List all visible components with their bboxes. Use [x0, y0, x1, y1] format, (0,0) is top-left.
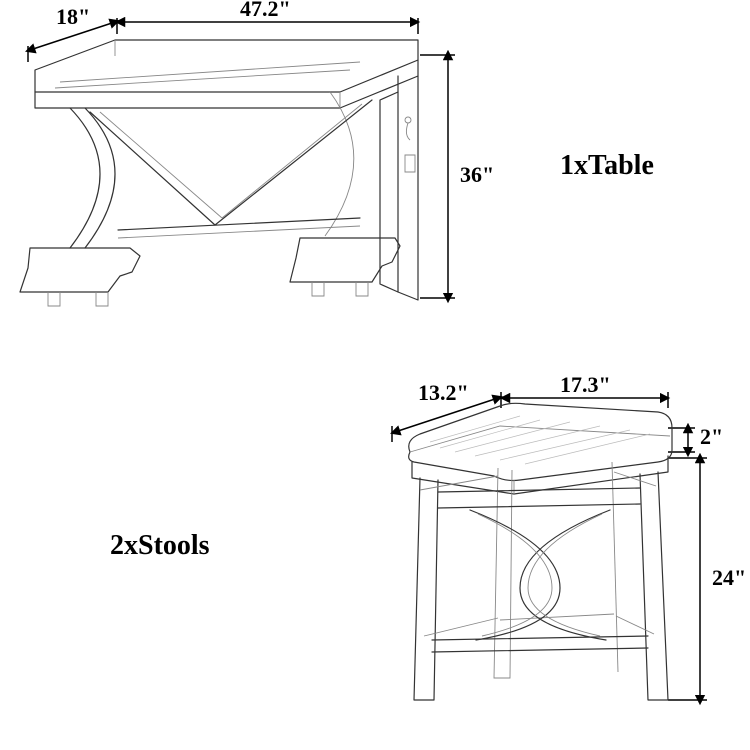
table-sketch — [20, 40, 418, 306]
table-depth-label: 18" — [56, 4, 90, 30]
table-title: 1xTable — [560, 150, 654, 182]
diagram-canvas: 18" 47.2" 36" 1xTable 13.2" 17.3" 2" 24"… — [0, 0, 750, 750]
diagram-svg — [0, 0, 750, 750]
table-height-label: 36" — [460, 162, 494, 188]
table-width-label: 47.2" — [240, 0, 291, 22]
stool-height-label: 24" — [712, 565, 746, 591]
stool-depth-label: 13.2" — [418, 380, 469, 406]
stool-sketch — [392, 392, 707, 700]
stool-cushion-label: 2" — [700, 424, 723, 450]
stool-width-label: 17.3" — [560, 372, 611, 398]
stool-title: 2xStools — [110, 530, 210, 562]
